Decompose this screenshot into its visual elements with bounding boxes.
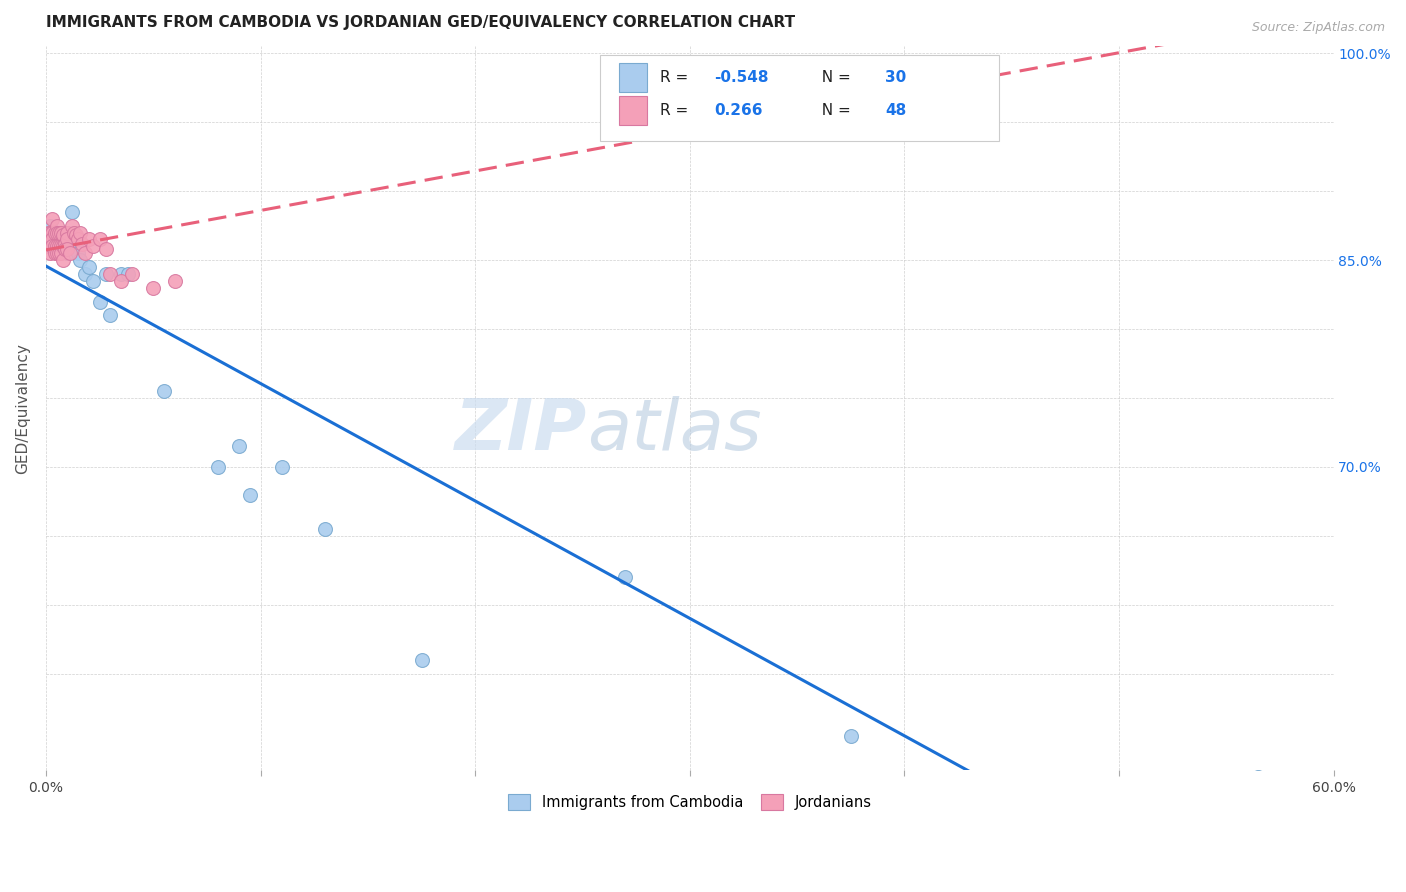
Point xyxy=(48,239,70,253)
Point xyxy=(98,308,121,322)
Point xyxy=(65,228,87,243)
Point xyxy=(207,460,229,475)
Point xyxy=(98,267,121,281)
Point xyxy=(45,246,67,260)
Point xyxy=(52,239,75,253)
Point xyxy=(53,236,76,251)
Text: 48: 48 xyxy=(886,103,907,119)
Point xyxy=(117,267,139,281)
Point xyxy=(41,232,63,246)
Point xyxy=(411,653,433,667)
Point xyxy=(121,267,143,281)
Point xyxy=(163,274,186,288)
Point xyxy=(314,522,336,536)
Point xyxy=(53,228,76,243)
Text: Source: ZipAtlas.com: Source: ZipAtlas.com xyxy=(1251,21,1385,35)
Point xyxy=(49,239,72,253)
Point xyxy=(56,232,79,246)
Point xyxy=(89,294,111,309)
Point xyxy=(765,80,787,95)
FancyBboxPatch shape xyxy=(619,96,647,126)
Point xyxy=(63,226,86,240)
Point xyxy=(82,239,104,253)
Point xyxy=(44,246,66,260)
Point xyxy=(271,460,294,475)
Point xyxy=(839,729,862,743)
Text: ZIP: ZIP xyxy=(454,396,586,465)
Point xyxy=(60,219,83,233)
Point xyxy=(52,228,75,243)
Point xyxy=(614,570,637,584)
Legend: Immigrants from Cambodia, Jordanians: Immigrants from Cambodia, Jordanians xyxy=(501,787,879,817)
Point xyxy=(45,219,67,233)
Point xyxy=(39,232,62,246)
Point xyxy=(77,232,100,246)
Point xyxy=(45,226,67,240)
Point xyxy=(94,267,117,281)
Point xyxy=(142,281,165,295)
Point xyxy=(49,246,72,260)
Point xyxy=(44,226,66,240)
Point xyxy=(73,267,96,281)
Point xyxy=(1247,770,1270,784)
Point xyxy=(49,226,72,240)
Point xyxy=(39,226,62,240)
Point xyxy=(45,239,67,253)
Point xyxy=(56,242,79,256)
Point xyxy=(45,226,67,240)
Text: R =: R = xyxy=(661,70,693,85)
Point xyxy=(72,236,94,251)
Point xyxy=(89,232,111,246)
Point xyxy=(65,239,87,253)
Point xyxy=(82,274,104,288)
Point xyxy=(52,232,75,246)
Point xyxy=(53,242,76,256)
Point xyxy=(56,226,79,240)
Text: -0.548: -0.548 xyxy=(714,70,769,85)
Point xyxy=(94,242,117,256)
Point xyxy=(44,239,66,253)
Point xyxy=(37,239,59,253)
Point xyxy=(69,253,91,268)
Text: atlas: atlas xyxy=(586,396,762,465)
FancyBboxPatch shape xyxy=(599,55,998,141)
Point xyxy=(67,232,90,246)
Point xyxy=(48,226,70,240)
Point xyxy=(56,226,79,240)
Point xyxy=(48,246,70,260)
Text: 30: 30 xyxy=(886,70,907,85)
Point xyxy=(56,246,79,260)
Point xyxy=(39,219,62,233)
FancyBboxPatch shape xyxy=(619,63,647,92)
Text: N =: N = xyxy=(813,70,856,85)
Text: 0.266: 0.266 xyxy=(714,103,762,119)
Point xyxy=(73,246,96,260)
Point xyxy=(228,439,250,453)
Point xyxy=(39,246,62,260)
Point xyxy=(41,239,63,253)
Text: IMMIGRANTS FROM CAMBODIA VS JORDANIAN GED/EQUIVALENCY CORRELATION CHART: IMMIGRANTS FROM CAMBODIA VS JORDANIAN GE… xyxy=(46,15,796,30)
Point xyxy=(110,267,132,281)
Point xyxy=(110,274,132,288)
Point xyxy=(49,226,72,240)
Point xyxy=(63,226,86,240)
Y-axis label: GED/Equivalency: GED/Equivalency xyxy=(15,343,30,474)
Point xyxy=(69,226,91,240)
Point xyxy=(58,246,80,260)
Point xyxy=(67,246,90,260)
Point xyxy=(41,211,63,226)
Point xyxy=(41,226,63,240)
Point xyxy=(60,205,83,219)
Point xyxy=(37,226,59,240)
Point xyxy=(77,260,100,274)
Point xyxy=(153,384,176,399)
Text: R =: R = xyxy=(661,103,699,119)
Text: N =: N = xyxy=(813,103,856,119)
Point xyxy=(52,253,75,268)
Point xyxy=(239,487,262,501)
